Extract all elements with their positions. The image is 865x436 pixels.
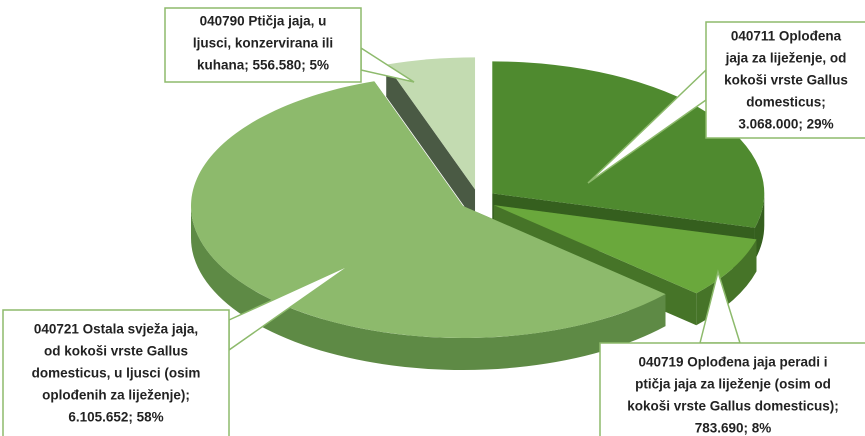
callout-text: od kokoši vrste Gallus [44,344,188,359]
callout-text: domesticus, u ljusci (osim [32,366,201,381]
callout-text: kokoši vrste Gallus [724,73,848,88]
slice-top [191,81,666,338]
callout-text: oplođenih za liježenje); [42,388,190,403]
slice-side [191,205,666,370]
callout: 040790 Ptičja jaja, u ljusci, konzerviran… [164,7,415,83]
callout-text: 783.690; 8% [695,421,772,436]
callout-text: 6.105.652; 58% [68,410,163,425]
callout-text: ljusci, konzervirana ili [193,36,333,51]
callout-box [164,7,362,83]
callout-text: kuhana; 556.580; 5% [197,58,329,73]
callout: 040721 Ostala svježa jaja, od kokoši vrst… [2,263,353,436]
callout-text: 040711 Oplođena [731,29,842,44]
slice-top [493,205,757,294]
callout-text: 040721 Ostala svježa jaja, [34,322,198,337]
callout-text: domesticus; [746,95,826,110]
callout-text: kokoši vrste Gallus domesticus); [627,399,839,414]
slice-side [754,193,765,260]
callout: 040711 Oplođena jaja za liježenje, od koko… [587,21,865,184]
callout-text: ptičja jaja za liježenje (osim od [635,377,831,392]
callout-box [2,309,230,436]
slice-wall [386,64,476,222]
slice [386,57,476,222]
slice-top [386,57,476,190]
callout-text: 040790 Ptičja jaja, u [200,14,327,29]
callout-text: 040719 Oplođena jaja peradi i [638,355,827,370]
callout-text: jaja za liježenje, od [725,51,847,66]
slice [191,81,666,370]
callout-text: 3.068.000; 29% [738,117,833,132]
callout-box [599,342,865,436]
callout: 040719 Oplođena jaja peradi i ptičja jaja… [599,269,865,436]
callout-box [705,21,865,139]
